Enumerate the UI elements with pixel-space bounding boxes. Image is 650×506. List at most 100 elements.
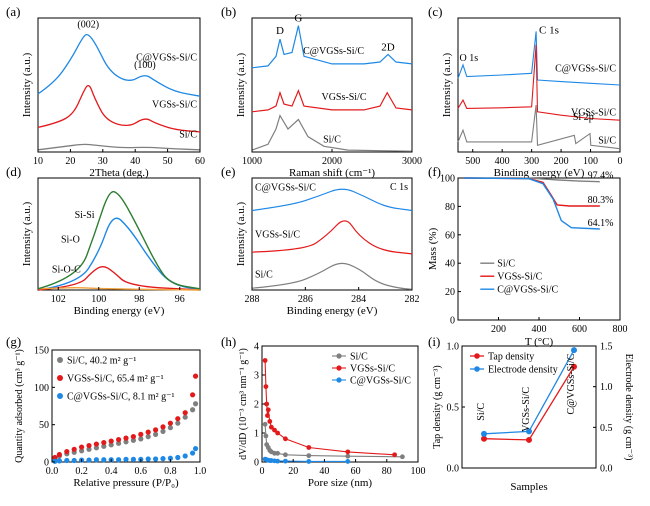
data-point bbox=[306, 453, 312, 459]
series-line-VGSs-Si/C bbox=[251, 89, 413, 113]
series-line-Fit bbox=[37, 190, 201, 290]
x-axis-label: Binding energy (eV) bbox=[74, 305, 165, 317]
data-point bbox=[275, 458, 280, 464]
data-point bbox=[267, 419, 273, 424]
x-tick-label: 0.4 bbox=[105, 466, 118, 477]
data-point bbox=[108, 442, 114, 448]
y-axis-label: Intensity (a.u.) bbox=[235, 52, 247, 117]
y-axis-label: Intensity (a.u.) bbox=[441, 52, 453, 117]
data-point bbox=[192, 445, 199, 452]
series-label: Si/C bbox=[598, 136, 616, 147]
data-point bbox=[145, 434, 151, 440]
x-tick-label: 102 bbox=[51, 294, 66, 305]
data-point bbox=[116, 440, 122, 446]
plot-frame-b bbox=[251, 17, 413, 153]
series-line-C@VGSs-Si/C bbox=[464, 177, 600, 230]
x-tick-label: 500 bbox=[465, 156, 480, 167]
series-line-Si/C bbox=[37, 143, 201, 151]
panel-label: (d) bbox=[6, 164, 21, 179]
series-line-VGSs-Si/C bbox=[37, 84, 201, 133]
data-point bbox=[153, 456, 159, 462]
value-label: 97.4% bbox=[588, 171, 614, 182]
data-point bbox=[275, 450, 280, 456]
x-tick-label: 100 bbox=[583, 156, 598, 167]
data-point bbox=[130, 434, 136, 440]
x-tick-label: 0 bbox=[260, 466, 265, 477]
panel-label: (b) bbox=[221, 4, 236, 19]
y-tick-label: 1.0 bbox=[447, 342, 460, 353]
data-point bbox=[571, 363, 577, 370]
annotation: (002) bbox=[77, 20, 99, 31]
x-tick-label: 3000 bbox=[402, 156, 422, 167]
data-point bbox=[262, 358, 268, 363]
x-tick-label: 0 bbox=[618, 156, 623, 167]
data-point bbox=[275, 430, 280, 436]
x-axis-label: T (°C) bbox=[525, 336, 554, 348]
x-axis-label: 2Theta (deg.) bbox=[89, 167, 149, 179]
legend-marker bbox=[474, 353, 480, 359]
legend-label: Si/C, 40.2 m² g⁻¹ bbox=[67, 356, 136, 367]
y-axis-label: dV/dD (10⁻³ cm³ nm⁻¹ g⁻¹) bbox=[238, 348, 249, 460]
peak-label: C 1s bbox=[539, 24, 559, 36]
x-axis-label: Binding energy (eV) bbox=[494, 167, 585, 179]
x-tick-label: 96 bbox=[175, 294, 185, 305]
legend-marker bbox=[57, 375, 63, 381]
data-point bbox=[130, 437, 136, 443]
value-label: 64.1% bbox=[588, 218, 614, 229]
legend-label: VGSs-Si/C bbox=[497, 272, 542, 283]
data-point bbox=[192, 373, 199, 379]
y-axis-label-right: Electrode density (g cm⁻³) bbox=[623, 354, 634, 461]
data-point bbox=[138, 431, 144, 437]
data-point bbox=[263, 384, 269, 389]
data-point bbox=[283, 458, 288, 464]
series-line-Si-O bbox=[37, 265, 201, 291]
data-point bbox=[283, 436, 288, 442]
data-point bbox=[526, 436, 532, 443]
legend-marker bbox=[474, 366, 480, 372]
x-tick-label: 600 bbox=[572, 324, 587, 335]
x-tick-label: 30 bbox=[98, 156, 108, 167]
data-point bbox=[116, 457, 122, 463]
x-tick-label: 200 bbox=[491, 324, 506, 335]
panel-label: (e) bbox=[221, 164, 235, 179]
series-line-Si/C bbox=[251, 114, 413, 152]
series-line-C@VGSs-Si/C bbox=[251, 25, 413, 69]
legend-label: C@VGSs-Si/C bbox=[497, 285, 558, 296]
annotation: (100) bbox=[134, 60, 156, 71]
panel-label: (h) bbox=[221, 334, 236, 349]
data-point bbox=[130, 456, 136, 462]
x-tick-label: 288 bbox=[245, 294, 260, 305]
data-point bbox=[86, 457, 92, 463]
y-tick-label: 0.5 bbox=[600, 423, 613, 434]
y-tick-label: 60 bbox=[445, 230, 455, 241]
x-axis-label: Pore size (nm) bbox=[308, 477, 372, 489]
y-tick-label: 0.0 bbox=[447, 464, 460, 475]
panel-label: (c) bbox=[428, 4, 442, 19]
x-tick-label: 0.2 bbox=[75, 466, 88, 477]
y-tick-label: 0.0 bbox=[600, 464, 613, 475]
plot-frame-a bbox=[37, 17, 201, 153]
data-point bbox=[56, 458, 63, 464]
x-tick-label: 98 bbox=[134, 294, 144, 305]
data-point bbox=[345, 459, 351, 464]
legend-label: Tap density bbox=[488, 352, 534, 363]
series-line-Si/C bbox=[457, 105, 621, 150]
data-point bbox=[167, 455, 173, 461]
data-point bbox=[190, 450, 196, 456]
legend-label: Electrode density bbox=[488, 365, 558, 376]
y-axis-label: Intensity (a.u.) bbox=[235, 201, 247, 266]
legend-marker bbox=[57, 357, 63, 363]
data-point bbox=[64, 448, 70, 455]
data-point bbox=[306, 459, 312, 464]
x-tick-label: 80 bbox=[382, 466, 392, 477]
y-axis-label: Intensity (a.u.) bbox=[21, 52, 33, 117]
data-point bbox=[167, 420, 173, 426]
data-point bbox=[52, 458, 58, 464]
y-tick-label: 3 bbox=[254, 371, 259, 382]
data-point bbox=[306, 445, 312, 450]
x-tick-label: 20 bbox=[288, 466, 298, 477]
peak-label: O 1s bbox=[459, 53, 478, 64]
x-tick-label: 100 bbox=[411, 466, 426, 477]
data-point bbox=[175, 420, 181, 426]
